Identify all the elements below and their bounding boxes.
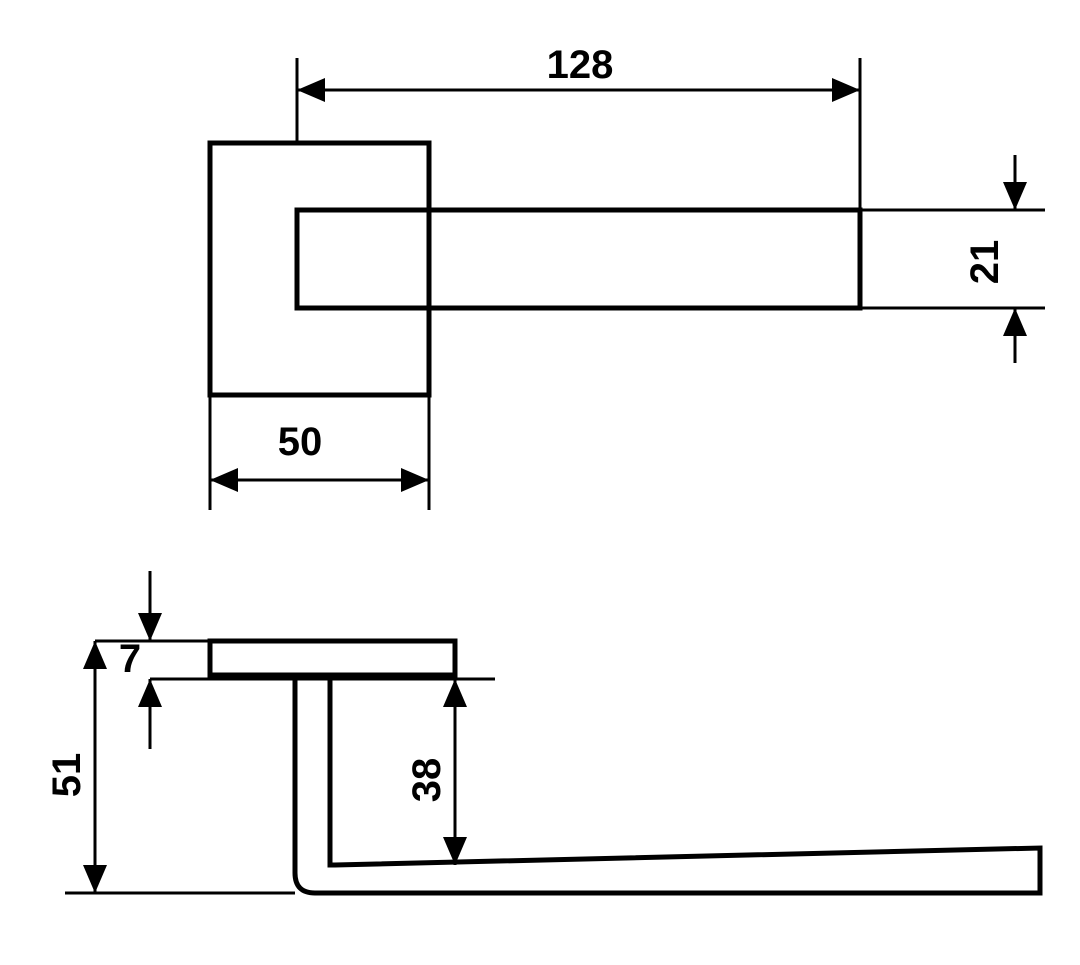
dimension-label: 21: [963, 240, 1007, 285]
dimension-label: 38: [405, 758, 449, 803]
dimension-label: 128: [547, 43, 614, 87]
dimension-label: 50: [278, 420, 323, 464]
dimension-label: 51: [45, 753, 89, 798]
dimension-label: 7: [119, 637, 141, 681]
